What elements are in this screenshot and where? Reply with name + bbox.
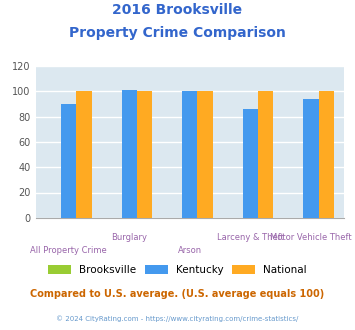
Bar: [243, 109, 258, 218]
Bar: [258, 91, 273, 218]
Bar: [304, 99, 319, 218]
Text: Property Crime Comparison: Property Crime Comparison: [69, 26, 286, 40]
Bar: [197, 91, 213, 218]
Text: Larceny & Theft: Larceny & Theft: [217, 233, 284, 242]
Bar: [122, 90, 137, 218]
Text: Burglary: Burglary: [111, 233, 147, 242]
Bar: [137, 91, 152, 218]
Bar: [76, 91, 92, 218]
Text: 2016 Brooksville: 2016 Brooksville: [113, 3, 242, 17]
Text: Arson: Arson: [178, 246, 202, 255]
Text: All Property Crime: All Property Crime: [31, 246, 107, 255]
Text: Motor Vehicle Theft: Motor Vehicle Theft: [270, 233, 352, 242]
Bar: [61, 104, 76, 218]
Legend: Brooksville, Kentucky, National: Brooksville, Kentucky, National: [44, 261, 311, 280]
Text: © 2024 CityRating.com - https://www.cityrating.com/crime-statistics/: © 2024 CityRating.com - https://www.city…: [56, 315, 299, 322]
Text: Compared to U.S. average. (U.S. average equals 100): Compared to U.S. average. (U.S. average …: [31, 289, 324, 299]
Bar: [319, 91, 334, 218]
Bar: [182, 91, 197, 218]
